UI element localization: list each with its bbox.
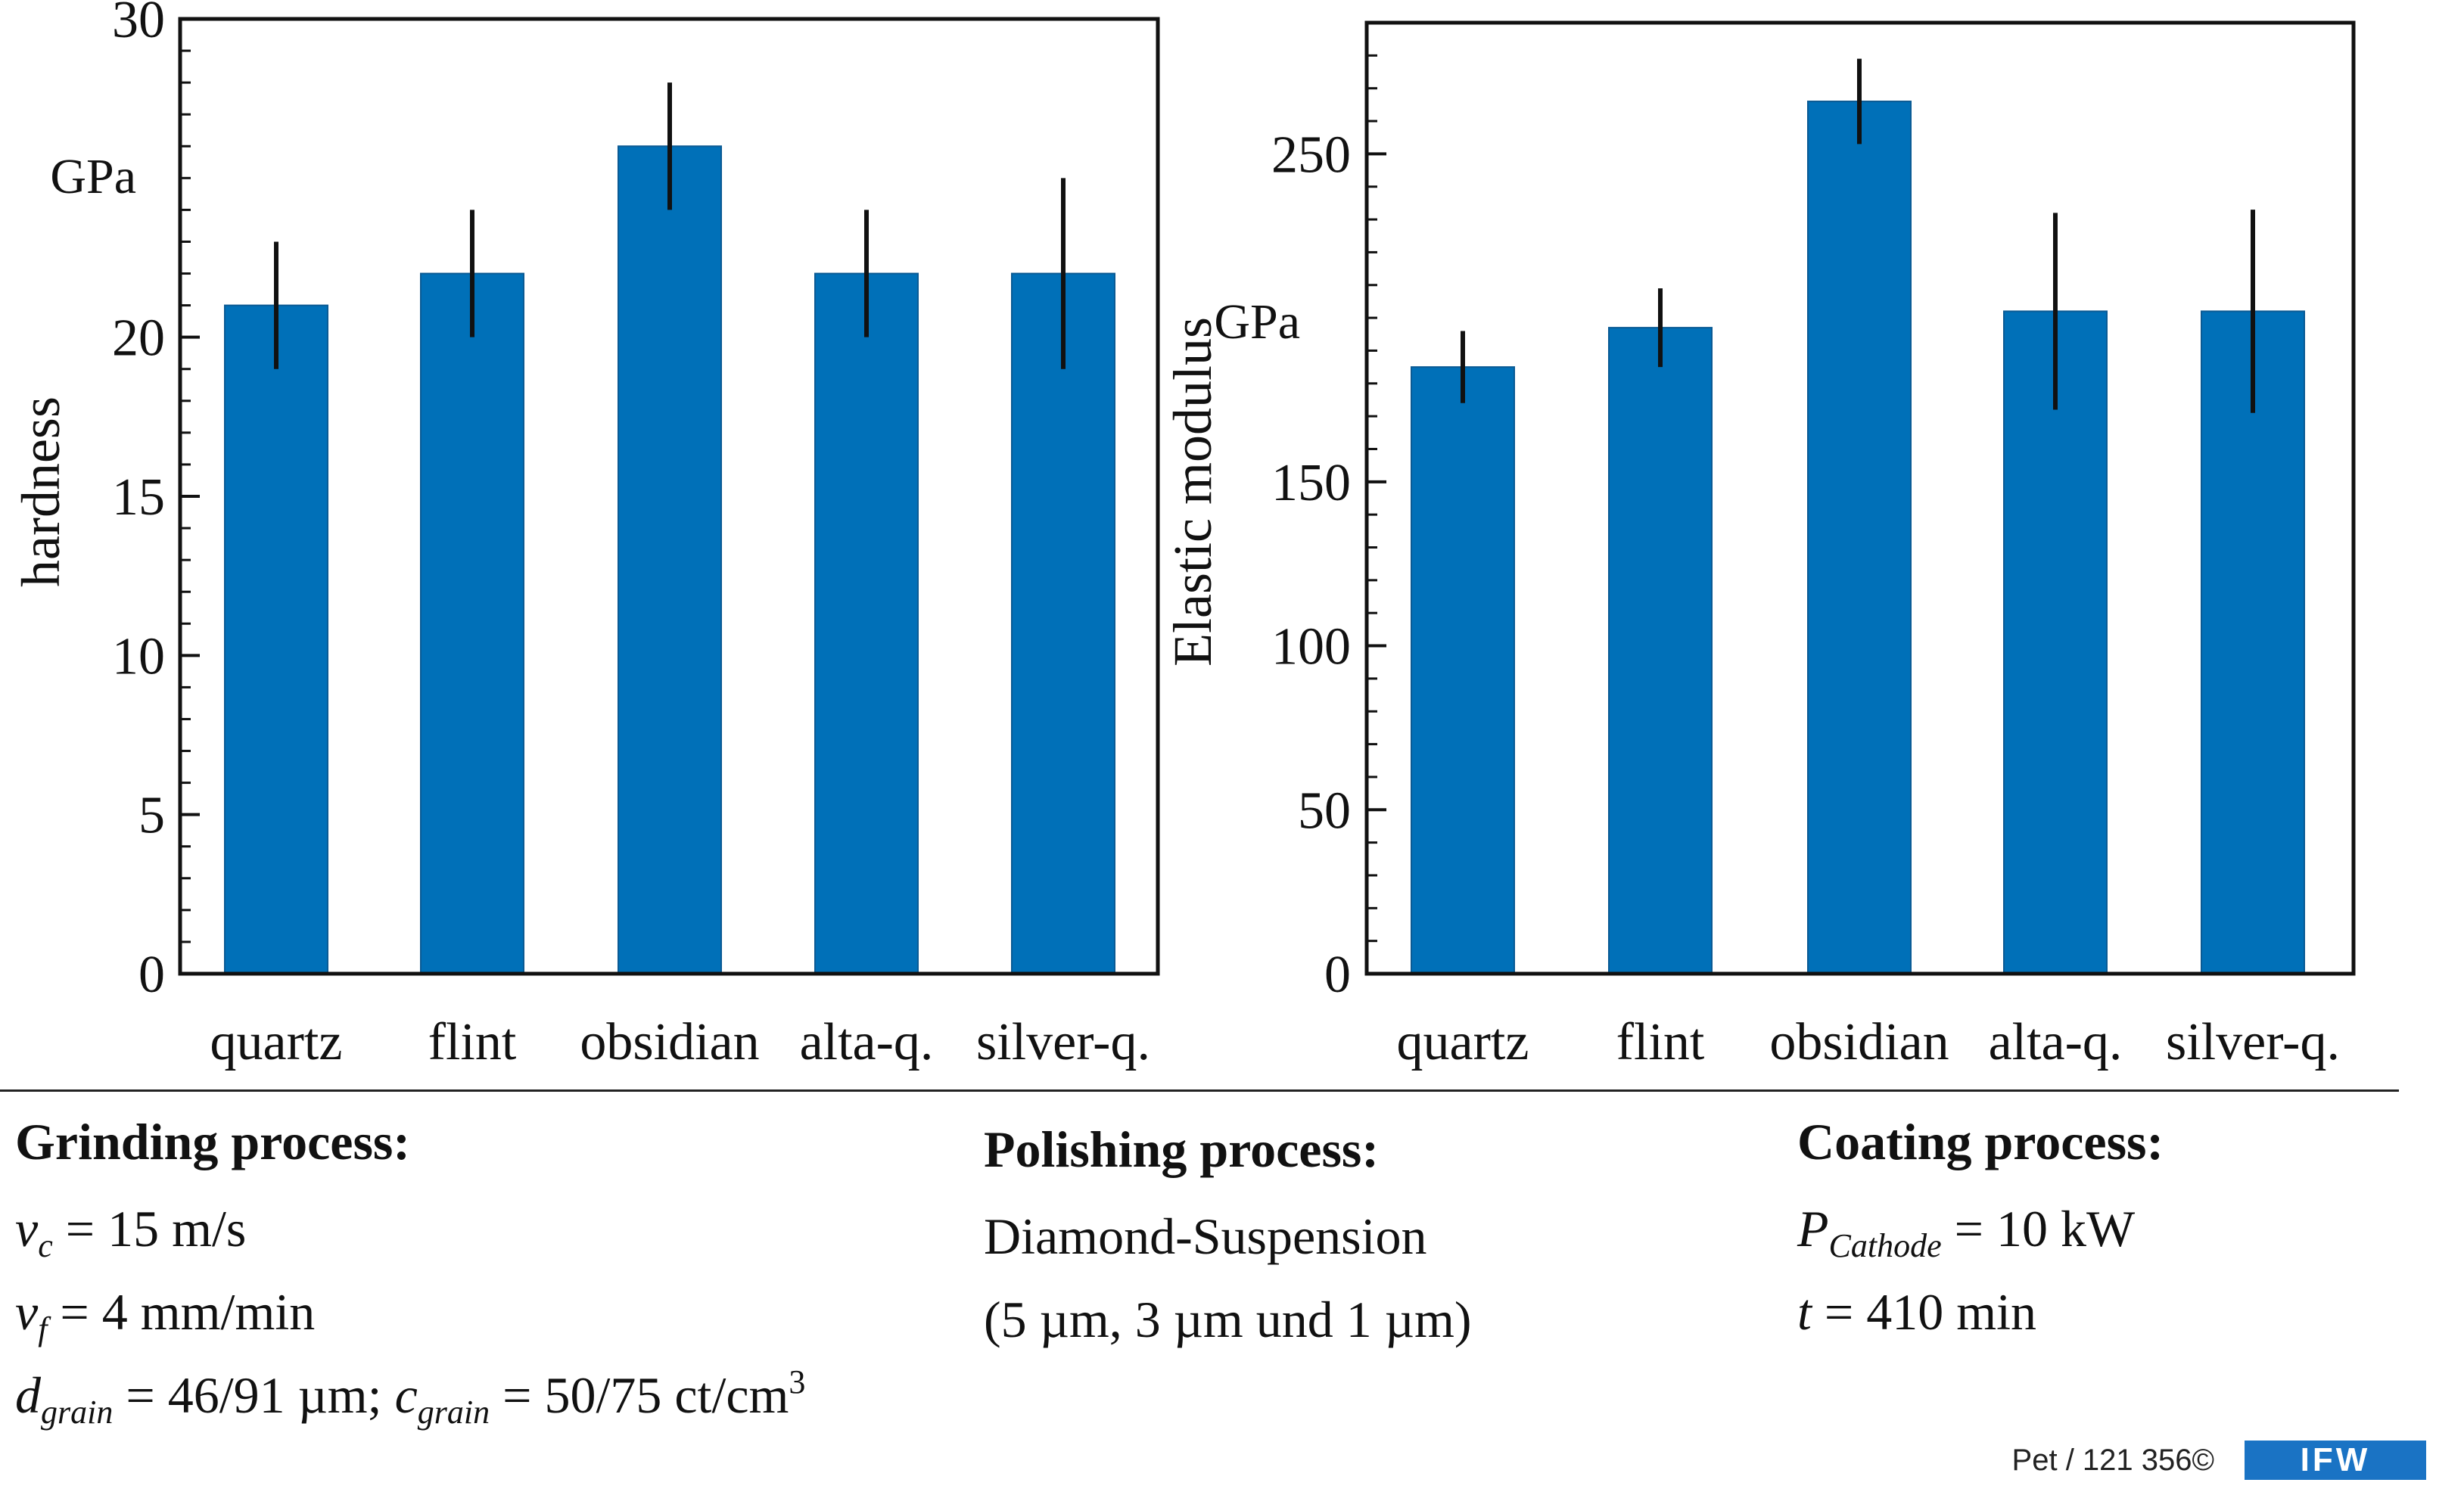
p-value: = 10 kW: [1954, 1200, 2136, 1257]
bar-obsidian: [618, 145, 722, 974]
c-sub: grain: [417, 1394, 490, 1431]
polishing-heading: Polishing process:: [984, 1120, 1380, 1178]
t-symbol: t: [1797, 1283, 1812, 1341]
y-tick-label: 0: [138, 946, 165, 1004]
c-value: = 50/75 ct/cm: [502, 1366, 789, 1424]
y-tick-label: 0: [1324, 946, 1351, 1004]
charts-area: quartz flint obsidian alta-q. silver-q. 0 5 10 1…: [11, 0, 2356, 1071]
d-sub: grain: [41, 1394, 114, 1431]
category-label: silver-q.: [976, 1013, 1150, 1071]
vf-sub: f: [38, 1310, 48, 1347]
bar-silver-q: [1011, 272, 1115, 974]
vf-symbol: v: [15, 1283, 39, 1341]
y-tick-label: 150: [1271, 454, 1351, 512]
d-symbol: d: [15, 1366, 41, 1424]
bar-obsidian: [1807, 101, 1912, 974]
category-label: flint: [428, 1013, 517, 1071]
y-tick-label: 20: [112, 309, 165, 368]
y-tick-label: 250: [1271, 126, 1351, 184]
vc-sub: c: [38, 1227, 53, 1264]
vc-symbol: v: [15, 1200, 39, 1257]
category-label: obsidian: [580, 1013, 759, 1071]
vc-value: = 15 m/s: [65, 1200, 247, 1257]
coating-p: PCathode = 10 kW: [1797, 1187, 2164, 1270]
polishing-line2: (5 µm, 3 µm und 1 µm): [984, 1291, 1472, 1348]
ifw-logo: IFW: [2245, 1441, 2426, 1480]
category-label: alta-q.: [1989, 1013, 2123, 1071]
grinding-process-block: Grinding process: vc = 15 m/s vf = 4 mm/…: [15, 1112, 805, 1437]
bar-flint: [420, 272, 524, 974]
hardness-unit-label: GPa: [50, 149, 136, 204]
y-tick-label: 100: [1271, 618, 1351, 676]
bar-quartz: [224, 304, 328, 975]
grinding-vc: vc = 15 m/s: [15, 1187, 805, 1270]
bar-silver-q: [2201, 310, 2305, 974]
y-tick-label: 5: [138, 787, 165, 845]
category-label: quartz: [210, 1013, 343, 1071]
y-tick-label: 30: [112, 0, 165, 49]
p-sub: Cathode: [1828, 1227, 1942, 1264]
reference-text: Pet / 121 356©: [2011, 1443, 2214, 1477]
category-label: quartz: [1397, 1013, 1529, 1071]
bar-flint: [1608, 327, 1713, 975]
bar-quartz: [1411, 366, 1515, 975]
polishing-line1: Diamond-Suspension: [984, 1208, 1427, 1265]
bar-alta-q: [814, 272, 919, 974]
category-label: flint: [1616, 1013, 1705, 1071]
polishing-process-block: Polishing process: Diamond-Suspension (5…: [984, 1120, 1472, 1361]
hardness-chart: quartz flint obsidian alta-q. silver-q. 0 5 10 1…: [11, 0, 1160, 1071]
coating-heading: Coating process:: [1797, 1113, 2164, 1170]
grinding-vf: vf = 4 mm/min: [15, 1270, 805, 1354]
elastic-modulus-chart: quartz flint obsidian alta-q. silver-q. 0 50 10…: [1162, 20, 2356, 1071]
y-axis-label: hardness: [11, 396, 71, 587]
y-tick-label: 50: [1298, 782, 1351, 840]
y-axis-label: Elastic modulus: [1162, 317, 1223, 667]
grinding-grain: dgrain = 46/91 µm; cgrain = 50/75 ct/cm3: [15, 1354, 805, 1437]
vf-value: = 4 mm/min: [60, 1283, 316, 1341]
coating-t: t = 410 min: [1797, 1270, 2164, 1354]
category-label: alta-q.: [800, 1013, 934, 1071]
t-value: = 410 min: [1824, 1283, 2037, 1341]
category-label: obsidian: [1769, 1013, 1949, 1071]
p-symbol: P: [1797, 1200, 1829, 1257]
category-label: silver-q.: [2166, 1013, 2340, 1071]
bar-alta-q: [2003, 310, 2108, 974]
footer: Pet / 121 356© IFW: [2012, 1438, 2426, 1483]
c-symbol: c: [394, 1366, 418, 1424]
y-tick-label: 15: [112, 468, 165, 527]
y-tick-label: 10: [112, 627, 165, 685]
coating-process-block: Coating process: PCathode = 10 kW t = 41…: [1797, 1112, 2164, 1354]
modulus-unit-label: GPa: [1214, 294, 1300, 350]
d-value: = 46/91 µm;: [126, 1366, 382, 1424]
divider-line: [0, 1089, 2399, 1092]
grinding-heading: Grinding process:: [15, 1113, 411, 1170]
c-sup: 3: [789, 1363, 806, 1400]
plot-frame: [1364, 20, 2356, 976]
